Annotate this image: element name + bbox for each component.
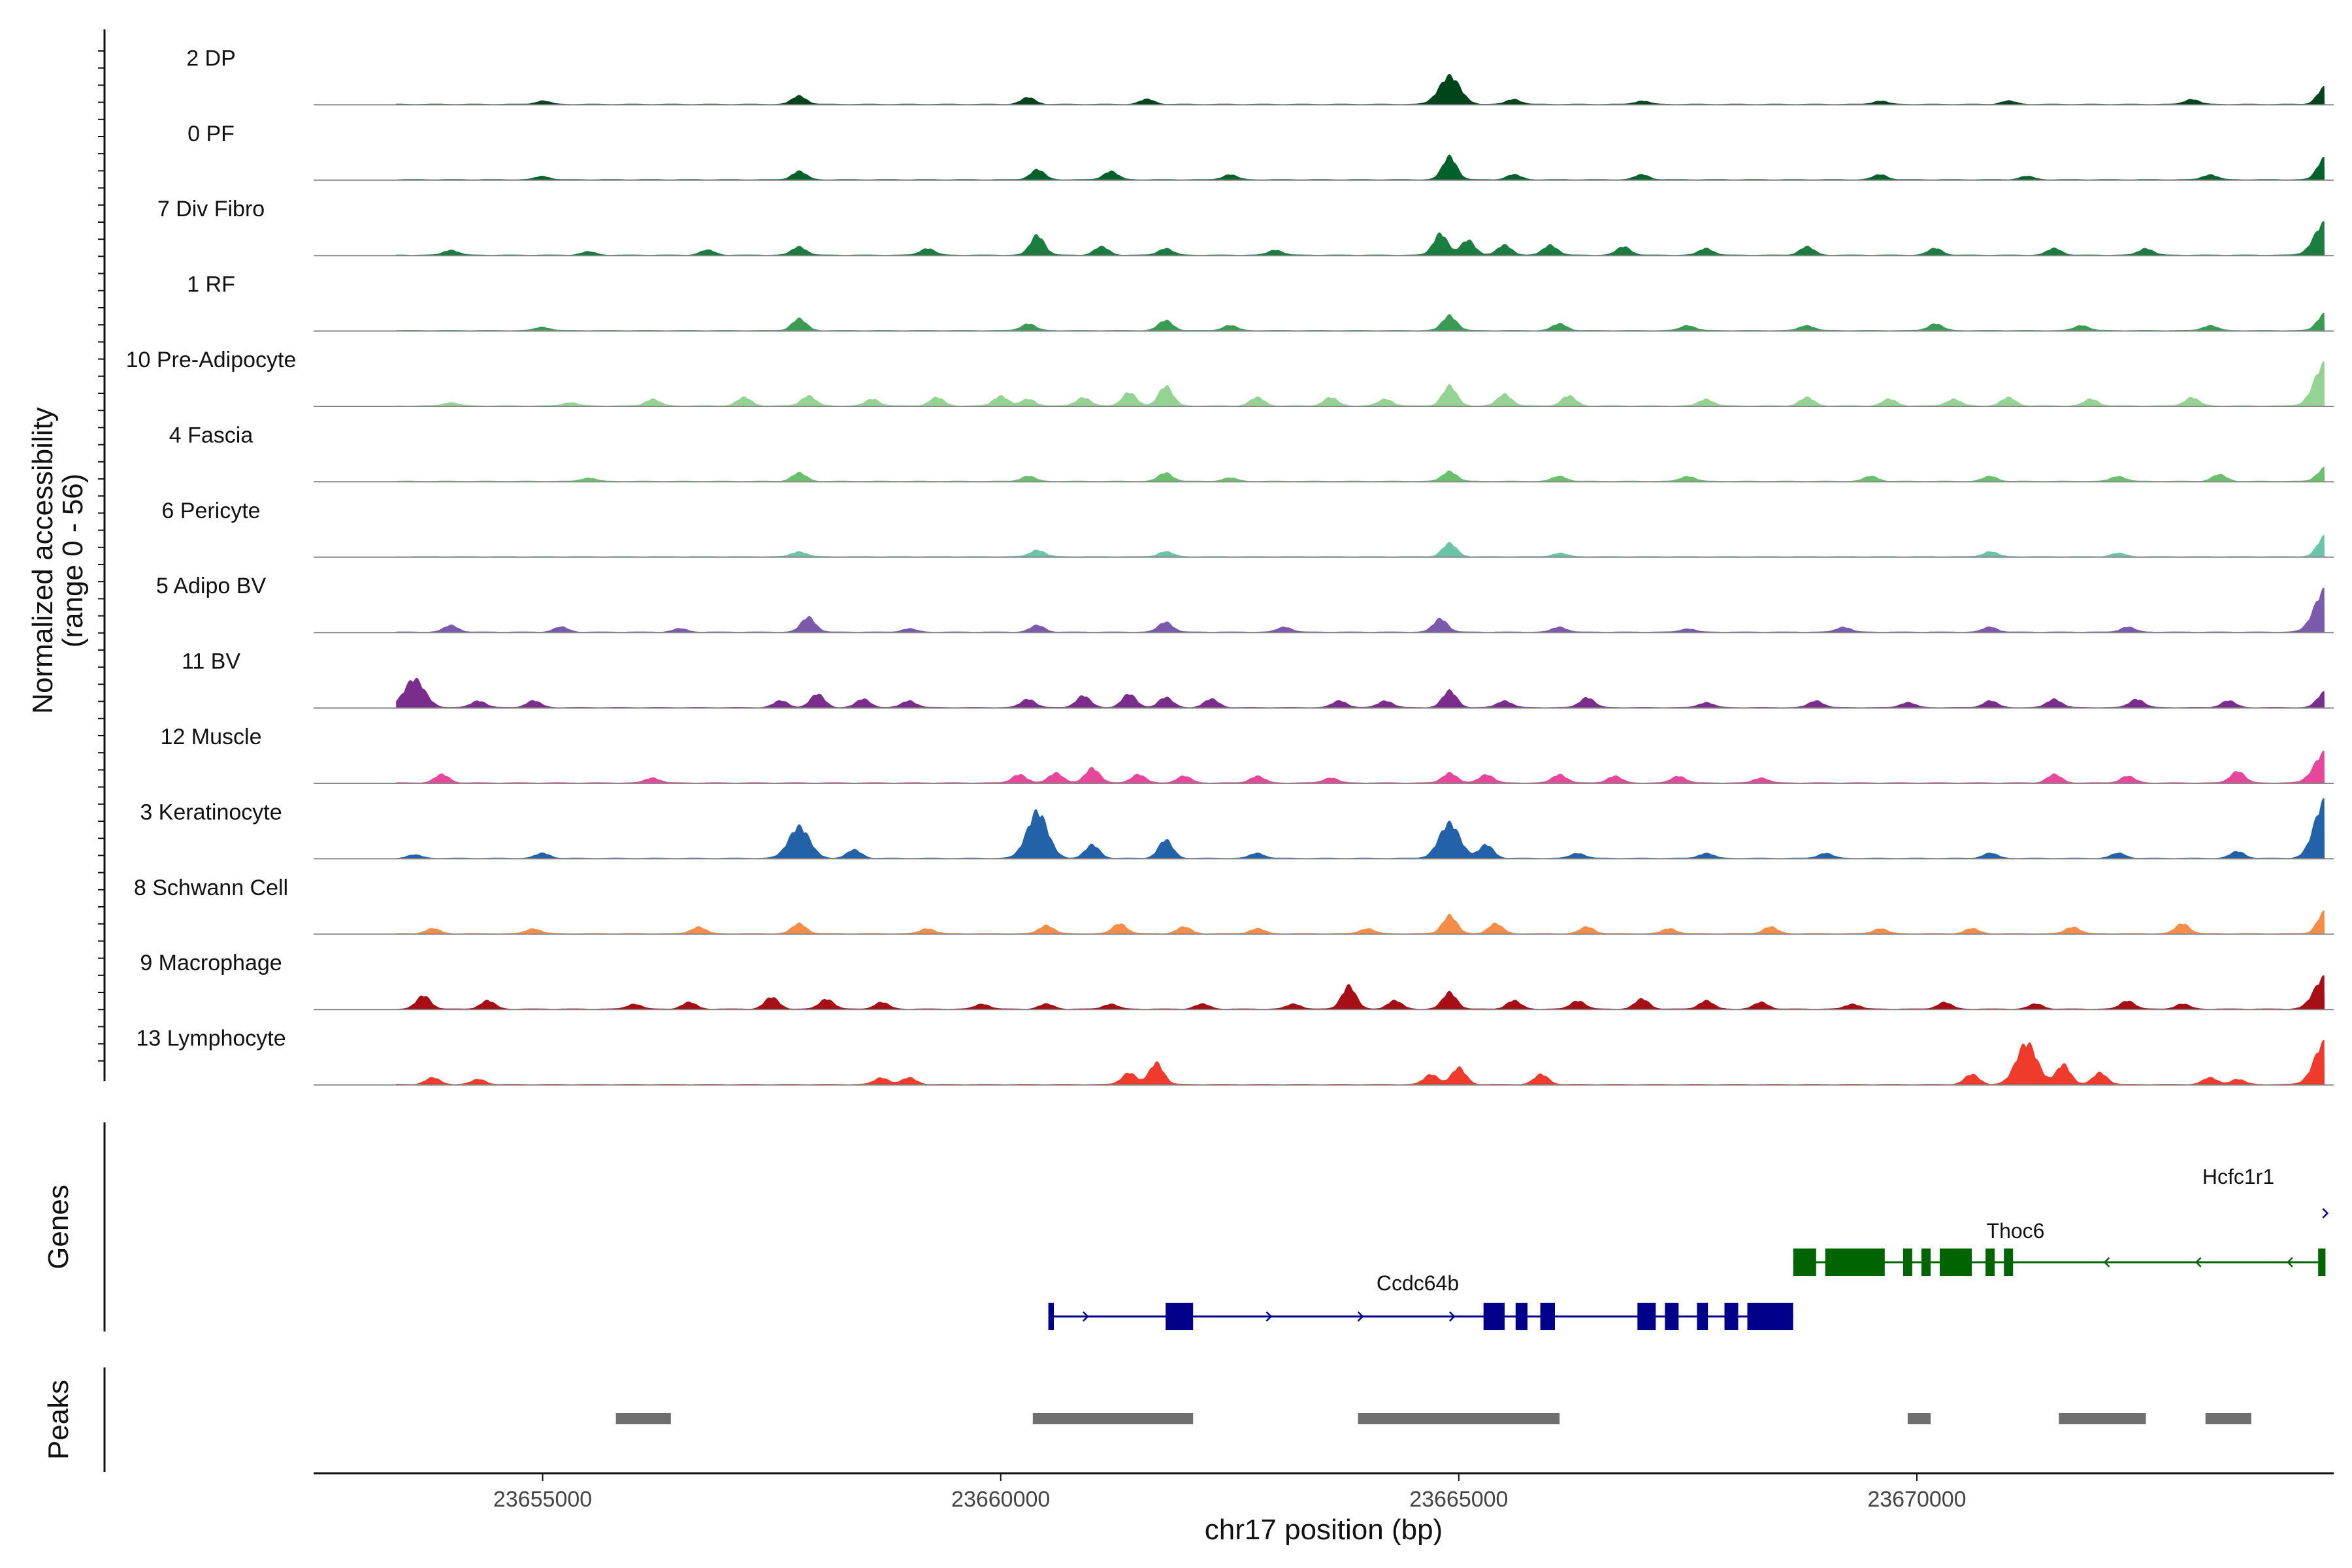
strand-arrow	[1083, 1311, 1089, 1322]
coverage-area	[396, 154, 2325, 180]
track-12: 8 Schwann Cell	[134, 875, 2334, 935]
strand-arrow	[2195, 1257, 2202, 1267]
track-label: 13 Lymphocyte	[136, 1026, 286, 1051]
strand-arrow	[1266, 1311, 1273, 1322]
exon	[2004, 1249, 2014, 1276]
y-axis-title-line2: (range 0 - 56)	[57, 474, 89, 648]
peak-region	[615, 1413, 671, 1424]
track-label: 6 Pericyte	[161, 498, 260, 523]
track-label: 8 Schwann Cell	[134, 875, 288, 900]
track-1: 2 DP	[186, 46, 2334, 106]
peak-regions	[615, 1413, 2251, 1424]
coverage-area	[396, 910, 2325, 934]
track-13: 9 Macrophage	[140, 951, 2334, 1011]
track-label: 2 DP	[186, 46, 236, 71]
coverage-area	[396, 798, 2325, 859]
exon	[1637, 1303, 1656, 1330]
track-label: 1 RF	[187, 272, 235, 297]
track-10: 12 Muscle	[161, 725, 2334, 784]
coverage-tracks: 2 DP 0 PF 7 Div Fibro 1 RF 10 Pre-Adipocyte 4…	[126, 46, 2334, 1086]
track-label: 5 Adipo BV	[156, 574, 267, 598]
track-4: 1 RF	[187, 272, 2334, 332]
coverage-y-ticks	[98, 50, 105, 1062]
gene-label: Hcfc1r1	[2202, 1165, 2274, 1188]
gene-label: Ccdc64b	[1377, 1271, 1459, 1295]
exon	[1048, 1303, 1054, 1330]
coverage-area	[396, 73, 2325, 105]
exon	[1793, 1249, 1816, 1276]
gene-thoc6: Thoc6	[1793, 1219, 2326, 1276]
peak-region	[1358, 1413, 1560, 1424]
gene-ccdc64b: Ccdc64b	[1048, 1271, 1793, 1330]
strand-arrow	[2103, 1257, 2110, 1267]
x-tick-label: 23670000	[1867, 1487, 1966, 1512]
track-label: 9 Macrophage	[140, 951, 282, 975]
exon	[1540, 1303, 1555, 1330]
coverage-area	[396, 975, 2325, 1010]
track-7: 6 Pericyte	[161, 498, 2334, 558]
peak-region	[1032, 1413, 1194, 1424]
track-label: 3 Keratinocyte	[140, 800, 282, 825]
track-3: 7 Div Fibro	[157, 197, 2334, 257]
track-label: 7 Div Fibro	[157, 197, 265, 221]
coverage-area	[396, 221, 2325, 256]
peaks-panel-label: Peaks	[42, 1380, 74, 1460]
peak-region	[2059, 1413, 2146, 1424]
coverage-area	[396, 312, 2325, 331]
coverage-area	[396, 587, 2325, 633]
track-label: 11 BV	[182, 649, 240, 674]
gene-hcfc1r1: Hcfc1r1	[2202, 1165, 2329, 1218]
x-tick-label: 23655000	[493, 1487, 592, 1512]
strand-arrow	[1357, 1311, 1364, 1322]
track-2: 0 PF	[188, 122, 2334, 181]
track-8: 5 Adipo BV	[156, 574, 2334, 634]
track-label: 12 Muscle	[161, 725, 262, 749]
strand-arrow	[2287, 1257, 2293, 1267]
coverage-area	[396, 751, 2325, 783]
exon	[1940, 1249, 1972, 1276]
peak-region	[1907, 1413, 1931, 1424]
exon	[1665, 1303, 1679, 1330]
strand-arrow	[1448, 1311, 1456, 1322]
x-axis-ticks: 23655000 23660000 23665000 23670000	[493, 1473, 1967, 1512]
exon	[1515, 1303, 1527, 1330]
coverage-area	[396, 466, 2325, 482]
track-14: 13 Lymphocyte	[136, 1026, 2334, 1086]
x-tick-label: 23665000	[1409, 1487, 1508, 1512]
exon	[1921, 1249, 1931, 1276]
track-6: 4 Fascia	[169, 423, 2334, 483]
peak-region	[2205, 1413, 2251, 1424]
coverage-area	[396, 535, 2325, 557]
exon	[1985, 1249, 1995, 1276]
genes-panel-label: Genes	[42, 1184, 74, 1269]
exon	[2318, 1249, 2326, 1276]
exon	[1483, 1303, 1505, 1330]
y-axis-title-line1: Normalized accessibility	[27, 407, 59, 713]
exon	[1903, 1249, 1912, 1276]
coverage-area	[396, 678, 2325, 708]
gene-annotations: Ccdc64b Thoc6 Hcfc1r1	[1048, 1165, 2329, 1330]
track-9: 11 BV	[182, 649, 2334, 709]
track-label: 10 Pre-Adipocyte	[126, 348, 297, 372]
x-tick-label: 23660000	[951, 1487, 1050, 1512]
coverage-area	[396, 361, 2325, 406]
exon	[1697, 1303, 1708, 1330]
exon	[1724, 1303, 1739, 1330]
track-label: 4 Fascia	[169, 423, 253, 448]
exon	[1747, 1303, 1793, 1330]
gene-label: Thoc6	[1987, 1219, 2045, 1243]
exon	[1825, 1249, 1885, 1276]
track-11: 3 Keratinocyte	[140, 798, 2334, 860]
track-5: 10 Pre-Adipocyte	[126, 348, 2334, 407]
coverage-area	[396, 1039, 2325, 1085]
track-label: 0 PF	[188, 122, 235, 146]
exon	[1166, 1303, 1194, 1330]
x-axis-title: chr17 position (bp)	[1205, 1514, 1443, 1546]
strand-arrow	[2322, 1208, 2329, 1218]
